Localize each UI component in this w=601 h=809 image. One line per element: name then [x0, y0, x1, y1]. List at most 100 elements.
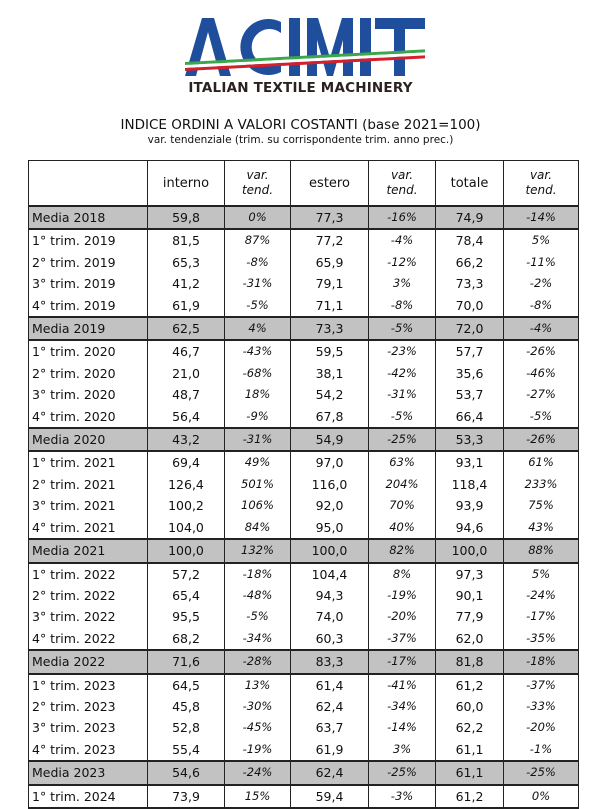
cell-var-tend-estero: 63%: [368, 451, 436, 474]
cell-estero: 79,1: [290, 273, 369, 295]
cell-estero: 92,0: [290, 495, 369, 517]
cell-totale: 57,7: [435, 340, 504, 363]
cell-estero: 59,5: [290, 340, 369, 363]
cell-label: Media 2018: [28, 204, 148, 231]
page-title: INDICE ORDINI A VALORI COSTANTI (base 20…: [120, 117, 481, 133]
cell-interno: 71,6: [147, 649, 225, 675]
table-row-media: Media 2018 59,8 0% 77,3 -16% 74,9 -14%: [28, 204, 579, 231]
cell-label: 3° trim. 2019: [28, 273, 148, 295]
cell-estero: 74,0: [290, 606, 369, 628]
table-row-media: Media 2020 43,2 -31% 54,9 -25% 53,3 -26%: [28, 427, 579, 453]
table-row-media: Media 2019 62,5 4% 73,3 -5% 72,0 -4%: [28, 316, 579, 342]
cell-totale: 73,3: [435, 273, 504, 295]
cell-totale: 97,3: [435, 562, 504, 585]
cell-label: 1° trim. 2020: [28, 340, 148, 363]
table-row: 3° trim. 2022 95,5 -5% 74,0 -20% 77,9 -17%: [28, 606, 579, 628]
cell-interno: 56,4: [147, 405, 225, 429]
cell-label: 1° trim. 2024: [28, 784, 148, 809]
cell-interno: 126,4: [147, 473, 225, 496]
cell-label: 4° trim. 2021: [28, 516, 148, 540]
cell-var-tend-interno: 13%: [224, 673, 291, 696]
cell-var-tend-estero: 40%: [368, 516, 436, 540]
column-header-estero: estero: [290, 160, 369, 207]
cell-var-tend-totale: 75%: [503, 495, 579, 517]
table-row-media: Media 2022 71,6 -28% 83,3 -17% 81,8 -18%: [28, 649, 579, 675]
cell-estero: 71,1: [290, 294, 369, 318]
cell-totale: 62,0: [435, 627, 504, 651]
cell-var-tend-estero: -3%: [368, 784, 436, 809]
cell-interno: 61,9: [147, 294, 225, 318]
cell-totale: 72,0: [435, 316, 504, 342]
cell-estero: 94,3: [290, 584, 369, 607]
table-row: 4° trim. 2021 104,0 84% 95,0 40% 94,6 43%: [28, 516, 579, 540]
cell-var-tend-estero: -25%: [368, 427, 436, 453]
cell-estero: 116,0: [290, 473, 369, 496]
cell-var-tend-interno: 106%: [224, 495, 291, 517]
cell-interno: 52,8: [147, 717, 225, 739]
cell-var-tend-estero: 82%: [368, 538, 436, 564]
cell-var-tend-estero: -25%: [368, 760, 436, 786]
cell-var-tend-estero: -14%: [368, 717, 436, 739]
cell-label: Media 2019: [28, 316, 148, 342]
cell-var-tend-estero: -8%: [368, 294, 436, 318]
cell-totale: 93,9: [435, 495, 504, 517]
cell-totale: 35,6: [435, 362, 504, 385]
table-row-media: Media 2023 54,6 -24% 62,4 -25% 61,1 -25%: [28, 760, 579, 786]
cell-var-tend-totale: -33%: [503, 695, 579, 718]
cell-interno: 55,4: [147, 738, 225, 762]
cell-var-tend-interno: 87%: [224, 229, 291, 252]
cell-var-tend-estero: 70%: [368, 495, 436, 517]
cell-var-tend-interno: 132%: [224, 538, 291, 564]
cell-var-tend-totale: -14%: [503, 204, 579, 231]
table-row: 2° trim. 2021 126,4 501% 116,0 204% 118,4 233%: [28, 473, 579, 496]
cell-var-tend-interno: -24%: [224, 760, 291, 786]
cell-var-tend-estero: -16%: [368, 204, 436, 231]
cell-var-tend-interno: 501%: [224, 473, 291, 496]
cell-interno: 43,2: [147, 427, 225, 453]
cell-interno: 48,7: [147, 384, 225, 406]
cell-var-tend-estero: -37%: [368, 627, 436, 651]
cell-label: 3° trim. 2023: [28, 717, 148, 739]
cell-totale: 66,2: [435, 251, 504, 274]
cell-interno: 68,2: [147, 627, 225, 651]
cell-var-tend-estero: -20%: [368, 606, 436, 628]
cell-label: 4° trim. 2020: [28, 405, 148, 429]
table-header-row: interno var. tend. estero var. tend. totale v…: [28, 160, 579, 207]
cell-var-tend-estero: 3%: [368, 273, 436, 295]
cell-label: 2° trim. 2021: [28, 473, 148, 496]
cell-estero: 62,4: [290, 695, 369, 718]
cell-estero: 62,4: [290, 760, 369, 786]
cell-totale: 77,9: [435, 606, 504, 628]
cell-interno: 100,2: [147, 495, 225, 517]
cell-label: 3° trim. 2020: [28, 384, 148, 406]
cell-var-tend-totale: -1%: [503, 738, 579, 762]
cell-totale: 93,1: [435, 451, 504, 474]
cell-label: 4° trim. 2019: [28, 294, 148, 318]
cell-label: 2° trim. 2020: [28, 362, 148, 385]
cell-totale: 94,6: [435, 516, 504, 540]
table-row: 4° trim. 2020 56,4 -9% 67,8 -5% 66,4 -5%: [28, 405, 579, 429]
cell-estero: 61,4: [290, 673, 369, 696]
cell-var-tend-totale: -4%: [503, 316, 579, 342]
cell-totale: 66,4: [435, 405, 504, 429]
cell-var-tend-estero: 204%: [368, 473, 436, 496]
cell-interno: 21,0: [147, 362, 225, 385]
cell-var-tend-totale: -26%: [503, 427, 579, 453]
cell-label: 3° trim. 2021: [28, 495, 148, 517]
cell-totale: 60,0: [435, 695, 504, 718]
column-header-totale: totale: [435, 160, 504, 207]
cell-label: 1° trim. 2022: [28, 562, 148, 585]
cell-var-tend-estero: -42%: [368, 362, 436, 385]
column-header-var-tend-estero: var. tend.: [368, 160, 436, 207]
cell-interno: 62,5: [147, 316, 225, 342]
cell-estero: 54,2: [290, 384, 369, 406]
cell-estero: 59,4: [290, 784, 369, 809]
cell-label: 1° trim. 2019: [28, 229, 148, 252]
cell-interno: 46,7: [147, 340, 225, 363]
cell-var-tend-interno: -34%: [224, 627, 291, 651]
page-subtitle: var. tendenziale (trim. su corrispondent…: [147, 134, 454, 146]
cell-estero: 77,2: [290, 229, 369, 252]
cell-var-tend-interno: -5%: [224, 606, 291, 628]
cell-label: 3° trim. 2022: [28, 606, 148, 628]
cell-var-tend-totale: -46%: [503, 362, 579, 385]
